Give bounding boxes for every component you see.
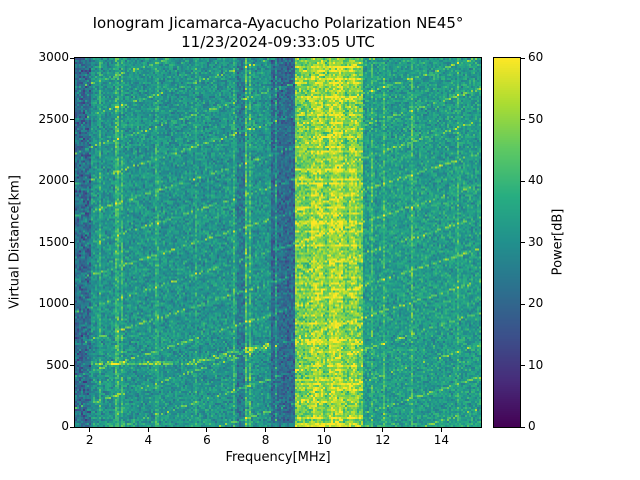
x-tick-mark bbox=[440, 428, 442, 432]
y-tick-mark bbox=[70, 242, 74, 243]
colorbar-gradient bbox=[494, 58, 520, 427]
figure-subtitle: 11/23/2024-09:33:05 UTC bbox=[181, 33, 375, 51]
x-tick-label: 8 bbox=[261, 433, 270, 447]
y-tick-mark bbox=[70, 365, 74, 366]
x-tick-label: 14 bbox=[433, 433, 450, 447]
colorbar-tick-mark bbox=[521, 426, 525, 428]
x-tick-mark bbox=[89, 428, 91, 432]
y-tick-label: 2500 bbox=[38, 111, 69, 126]
y-tick-mark bbox=[70, 57, 74, 59]
colorbar-tick-mark bbox=[521, 119, 525, 120]
colorbar-tick-mark bbox=[521, 57, 525, 59]
y-tick-label: 0 bbox=[61, 419, 69, 433]
y-tick-label: 3000 bbox=[38, 50, 69, 64]
y-tick-mark bbox=[70, 426, 74, 428]
y-tick-mark bbox=[70, 303, 74, 305]
x-tick-mark bbox=[206, 428, 208, 432]
x-tick-label: 2 bbox=[85, 433, 94, 447]
x-tick-label: 10 bbox=[316, 433, 332, 447]
colorbar-tick-mark bbox=[521, 180, 525, 182]
x-tick-mark bbox=[382, 428, 384, 432]
x-tick-mark bbox=[265, 428, 267, 432]
colorbar-tick-label: 50 bbox=[528, 111, 544, 126]
ionogram-heatmap bbox=[75, 58, 481, 427]
y-tick-label: 1000 bbox=[38, 296, 69, 310]
colorbar-tick-label: 40 bbox=[528, 173, 544, 187]
colorbar-tick-label: 60 bbox=[528, 50, 544, 64]
colorbar-tick-label: 0 bbox=[528, 419, 536, 433]
y-tick-mark bbox=[70, 119, 74, 120]
x-tick-label: 6 bbox=[203, 433, 211, 447]
x-axis-label: Frequency[MHz] bbox=[225, 450, 331, 465]
x-tick-mark bbox=[323, 428, 325, 432]
x-tick-label: 4 bbox=[144, 433, 153, 447]
y-tick-label: 500 bbox=[46, 357, 69, 372]
y-tick-mark bbox=[70, 180, 74, 182]
plot-frame bbox=[74, 57, 482, 428]
colorbar-tick-label: 10 bbox=[528, 357, 544, 372]
x-tick-label: 12 bbox=[375, 433, 391, 447]
colorbar-tick-mark bbox=[521, 303, 525, 305]
y-axis-label: Virtual Distance[km] bbox=[7, 175, 23, 309]
y-tick-label: 1500 bbox=[38, 234, 69, 249]
figure-title: Ionogram Jicamarca-Ayacucho Polarization… bbox=[92, 14, 464, 32]
colorbar bbox=[493, 57, 521, 428]
y-tick-label: 2000 bbox=[38, 173, 69, 187]
colorbar-tick-mark bbox=[521, 365, 525, 366]
colorbar-tick-label: 20 bbox=[528, 296, 544, 310]
colorbar-tick-label: 30 bbox=[528, 234, 544, 249]
colorbar-tick-mark bbox=[521, 242, 525, 243]
x-tick-mark bbox=[147, 428, 149, 432]
